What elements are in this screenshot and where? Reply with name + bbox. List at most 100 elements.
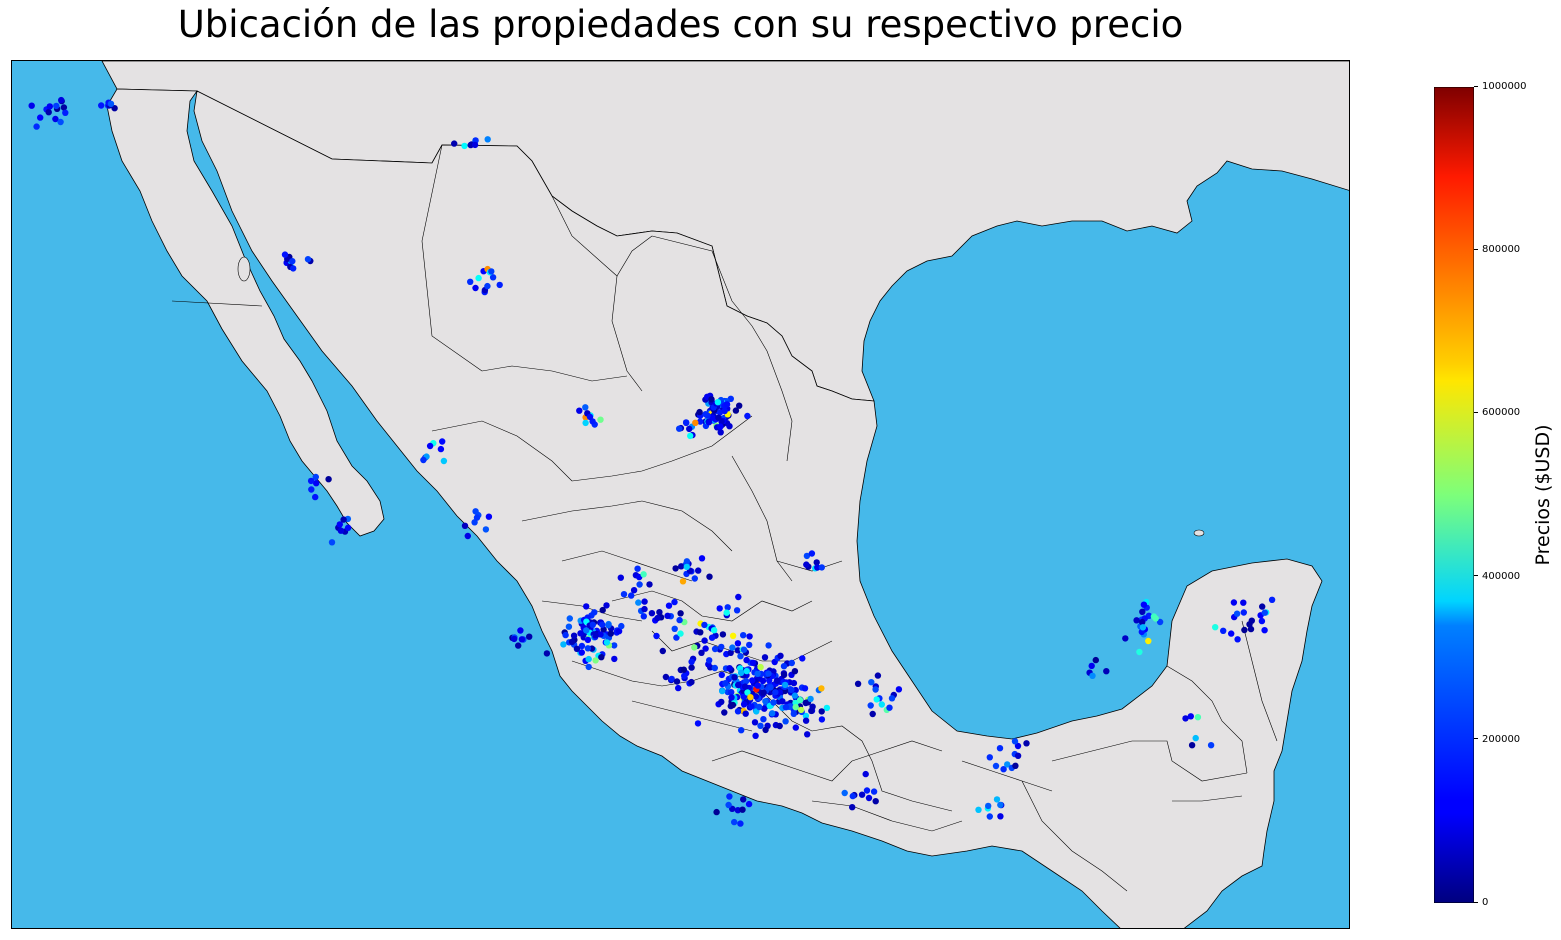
property-point [788,659,795,667]
property-point [818,716,826,723]
property-point [582,419,589,427]
property-point [729,632,737,639]
property-point [858,791,866,798]
property-point [780,671,788,679]
property-point [736,402,743,409]
property-point [804,731,811,738]
property-point [1011,738,1019,745]
property-point [773,677,781,684]
property-point [496,281,503,289]
property-point [620,591,628,598]
property-point [803,552,811,560]
property-point [573,645,581,652]
property-points [28,96,1276,827]
property-point [617,574,624,581]
property-point [718,671,725,679]
property-point [709,414,716,421]
property-point [718,698,725,706]
property-point [696,408,703,416]
property-point [698,649,705,656]
land-island [1193,529,1205,537]
property-point [1240,599,1247,606]
map-canvas [12,61,1349,928]
property-point [737,653,744,660]
property-point [1230,599,1238,606]
property-point [692,419,699,426]
property-point [797,706,805,714]
property-point [562,631,569,639]
property-point [739,806,746,813]
property-point [854,680,862,687]
property-point [691,575,698,582]
property-point [1139,608,1146,615]
property-point [676,616,683,624]
property-point [749,659,757,666]
property-point [646,581,653,588]
property-point [472,284,479,292]
property-point [461,142,468,150]
property-point [585,655,592,663]
colorbar-label: Precios ($USD) [1532,424,1554,566]
property-point [568,638,576,645]
property-point [779,698,786,705]
colorbar-gradient [1434,87,1474,903]
property-point [802,717,810,724]
property-point [718,643,725,651]
property-point [754,682,761,689]
property-point [863,787,871,794]
property-point [738,727,745,734]
tick-mark [1474,901,1478,903]
property-point [803,561,810,568]
property-point [473,514,481,521]
property-point [781,681,789,689]
property-point [1145,637,1152,645]
property-point [45,109,52,116]
property-point [675,684,682,692]
property-point [654,614,661,622]
property-point [577,630,584,637]
property-point [706,573,713,580]
property-point [52,115,59,123]
property-point [648,610,656,617]
property-point [801,685,809,692]
property-point [721,709,728,716]
property-point [1089,672,1096,679]
property-point [708,634,716,641]
property-point [597,416,604,423]
property-point [992,762,1000,770]
tick-mark [1474,248,1478,250]
property-point [729,701,737,709]
property-point [1220,627,1227,634]
property-point [1023,740,1030,747]
property-point [464,532,471,540]
property-point [722,680,729,687]
property-point [717,429,724,436]
property-point [518,636,526,643]
property-point [740,646,748,653]
property-point [683,558,691,565]
property-point [740,701,748,708]
colorbar-tick-label: 0 [1474,897,1554,909]
property-point [751,719,759,726]
property-point [289,258,296,265]
property-point [744,689,751,696]
property-point [1268,596,1276,603]
property-point [702,411,709,418]
property-point [818,564,825,571]
property-point [772,689,779,696]
property-point [1261,609,1269,616]
property-point [677,630,684,637]
property-point [841,789,848,797]
property-point [694,720,702,727]
property-point [630,587,638,594]
property-point [749,677,756,684]
property-point [583,627,590,634]
property-point [1156,618,1164,626]
property-point [870,788,878,795]
property-point [1133,617,1140,624]
property-point [440,457,448,465]
tick-mark [1474,411,1478,413]
colorbar-tick-label: 800000 [1474,244,1554,256]
property-point [698,555,706,562]
property-point [586,413,594,421]
